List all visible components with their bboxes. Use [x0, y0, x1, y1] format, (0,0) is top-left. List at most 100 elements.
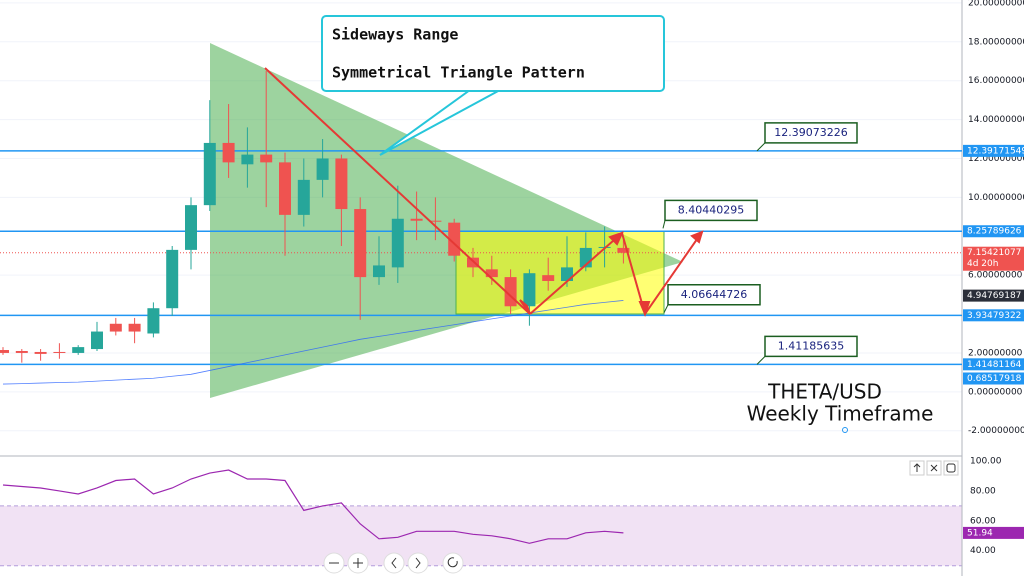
icon: [353, 558, 363, 568]
callout-leader: [756, 356, 766, 365]
arrows: [264, 67, 704, 317]
rsi-tick-label: 80.00: [970, 486, 996, 496]
candle-body: [467, 257, 479, 268]
callout-box: [664, 199, 758, 222]
icon: [447, 557, 458, 568]
candle-body: [91, 331, 103, 350]
y-tick-label: 10.00000000: [968, 193, 1024, 203]
candle-body: [354, 209, 367, 278]
scroll-right[interactable]: [407, 552, 429, 574]
candle-body: [504, 277, 517, 307]
candle-body: [297, 179, 310, 215]
rsi-band-fill: [0, 505, 962, 566]
reset[interactable]: [442, 552, 464, 574]
y-tick-label: 20.00000000: [968, 0, 1024, 8]
moving-average: [2, 300, 624, 385]
icon: [391, 557, 397, 569]
rsi-tick-label: 40.00: [970, 546, 996, 556]
candle-body: [185, 205, 197, 250]
y-tick-label: 0.00000000: [968, 387, 1023, 397]
anchor-dot: [842, 427, 848, 433]
chart-subtitle: Weekly Timeframe: [747, 402, 934, 426]
icon: [913, 463, 921, 472]
chart-title: THETA/USD: [767, 380, 882, 404]
price-label-box: [963, 289, 1024, 302]
annotation: Sideways Range: [332, 26, 458, 44]
rsi-line: [2, 469, 624, 544]
price-label: 7.15421077: [967, 248, 1021, 258]
icon: [946, 463, 956, 473]
annotation-box: [321, 15, 665, 92]
candle-body: [523, 273, 536, 307]
candle-body: [429, 220, 442, 222]
price-label: 3.93479322: [967, 311, 1021, 321]
y-tick-label: 16.00000000: [968, 76, 1024, 86]
candle-body: [72, 347, 85, 353]
y-tick-label: 6.00000000: [968, 271, 1023, 281]
candle-body: [128, 323, 141, 332]
scroll-left[interactable]: [383, 552, 405, 574]
candles: [0, 70, 630, 385]
candle-body: [410, 218, 423, 221]
candle-body: [15, 350, 28, 353]
price-label-box: [963, 309, 1024, 322]
callout-leader: [663, 304, 669, 313]
candle-body: [335, 158, 348, 210]
candle-body: [542, 275, 555, 281]
callout-label: 12.39073226: [774, 126, 847, 139]
button-maximize[interactable]: [943, 460, 959, 476]
y-tick-label: 2.00000000: [968, 348, 1023, 358]
candle-body: [166, 249, 179, 309]
price-label: 4.94769187: [967, 291, 1021, 301]
candle-body: [260, 154, 273, 163]
price-label-box: [963, 372, 1024, 385]
y-tick-label: 14.00000000: [968, 115, 1024, 125]
icon: [415, 557, 421, 569]
y-tick-label: -2.00000000: [968, 426, 1024, 436]
callout-box: [667, 284, 761, 306]
rsi-label: 51.94: [967, 528, 993, 538]
triangle-pattern: [210, 43, 683, 398]
callout-leader: [756, 142, 766, 152]
callout-leader: [662, 220, 666, 229]
candle-body: [203, 142, 216, 206]
price-label-box: [963, 358, 1024, 371]
price-label: 12.39171549: [967, 146, 1024, 156]
price-label-box: [963, 225, 1024, 238]
candle-body: [617, 247, 630, 253]
candle-body: [391, 218, 404, 268]
candle-body: [109, 323, 122, 332]
candle-body: [53, 351, 66, 353]
price-label-box: [963, 144, 1024, 157]
rsi-band: [0, 505, 962, 567]
callout-box: [764, 335, 858, 358]
levels: [0, 150, 962, 366]
callout-label: 4.06644726: [681, 288, 747, 301]
candle-body: [34, 351, 47, 354]
callout-label: 1.41185635: [778, 339, 844, 352]
candle-body: [0, 350, 9, 353]
y-tick-label: 18.00000000: [968, 37, 1024, 47]
price-label: 0.68517918: [967, 374, 1022, 384]
candle-body: [279, 162, 291, 215]
y-tick-label: 12.00000000: [968, 154, 1024, 164]
price-label-box: [963, 246, 1024, 271]
candle-body: [316, 158, 329, 180]
rsi-label-box: [963, 526, 1024, 539]
icon: [930, 464, 938, 472]
price-label-note: 4d 20h: [967, 259, 998, 269]
pane-buttons: [909, 460, 959, 476]
price-label: 1.41481164: [967, 360, 1022, 370]
candle-body: [485, 269, 498, 278]
rsi-tick-label: 60.00: [970, 516, 996, 526]
nav-buttons: [323, 552, 464, 574]
annotation: Symmetrical Triangle Pattern: [332, 64, 585, 82]
candle-body: [241, 154, 254, 165]
price-label: 8.25789626: [967, 227, 1022, 237]
candle-body: [373, 265, 385, 278]
candle-body: [147, 308, 160, 334]
candle-body: [222, 142, 235, 163]
callout-label: 8.40440295: [678, 203, 744, 216]
callouts: 12.39073226 8.40440295 4.06644726 1.4118563…: [662, 122, 858, 365]
